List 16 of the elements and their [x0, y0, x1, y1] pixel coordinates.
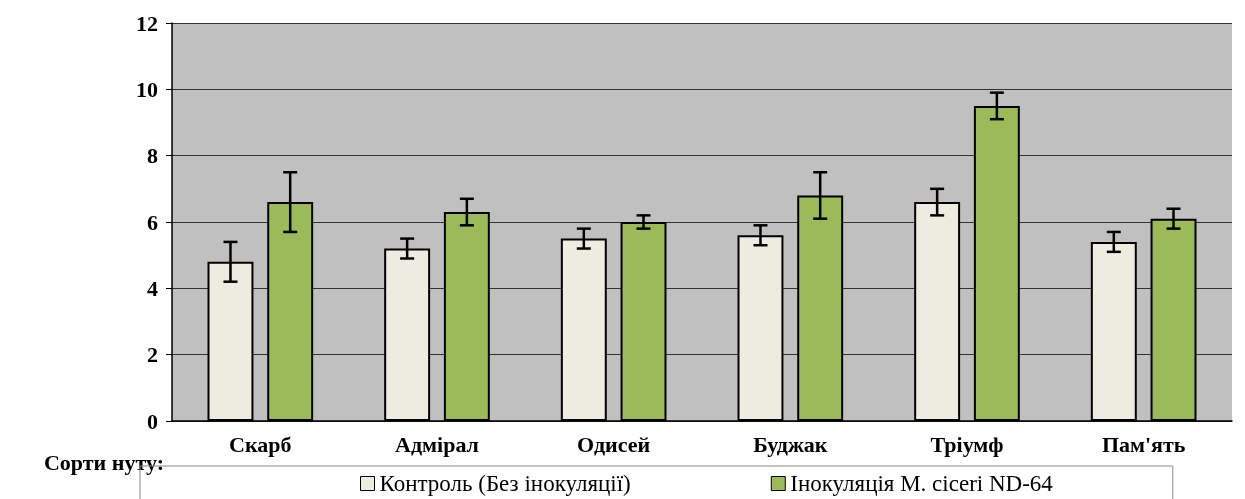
legend-label: Контроль (Без інокуляції)	[379, 471, 631, 496]
y-tick-label: 4	[147, 275, 158, 301]
x-tick-label: Скарб	[229, 431, 292, 457]
y-tick-label: 8	[147, 143, 158, 169]
y-tick-label: 10	[136, 76, 158, 102]
x-tick-label: Адмірал	[395, 431, 479, 457]
x-tick-label: Тріумф	[930, 431, 1004, 457]
x-tick-label: Одисей	[577, 431, 651, 457]
y-tick-label: 12	[136, 10, 158, 36]
x-tick-label: Пам'ять	[1101, 431, 1186, 457]
x-axis-title: Сорти нуту:	[43, 449, 164, 475]
y-tick-label: 0	[147, 408, 158, 434]
y-tick-label: 6	[147, 209, 158, 235]
legend-label: Інокуляція M. ciceri ND-64	[790, 471, 1054, 496]
y-tick-label: 2	[147, 342, 158, 368]
x-tick-label: Буджак	[753, 431, 828, 457]
